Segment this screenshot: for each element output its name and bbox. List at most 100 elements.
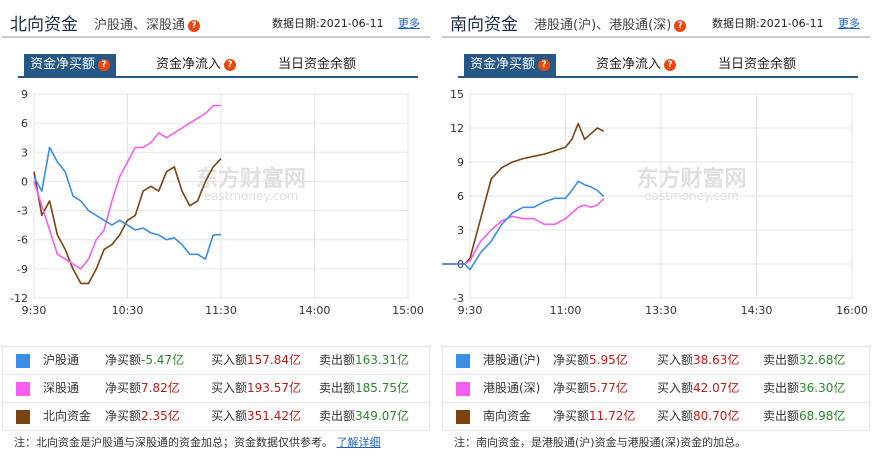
- help-icon[interactable]: ?: [664, 59, 677, 71]
- north-tab-net-buy[interactable]: 资金净买额?: [24, 54, 117, 76]
- north-title: 北向资金: [10, 15, 78, 35]
- legend-net: 净买额-5.47亿: [105, 353, 185, 367]
- legend-net: 净买额5.77亿: [553, 381, 628, 395]
- help-icon[interactable]: ?: [674, 20, 687, 32]
- note-text: 注：南向资金，是港股通(沪)资金与港股通(深)资金的加总。: [454, 436, 747, 449]
- south-tab-balance[interactable]: 当日资金余额: [718, 54, 796, 76]
- legend-row: 南向资金 净买额11.72亿 买入额80.70亿 卖出额68.98亿: [443, 402, 869, 430]
- north-subtitle: 沪股通、深股通: [94, 18, 186, 33]
- watermark-text: eastmoney.com: [644, 189, 739, 203]
- legend-sell: 卖出额185.75亿: [319, 381, 410, 395]
- south-tab-net-buy[interactable]: 资金净买额?: [464, 54, 557, 76]
- legend-row: 沪股通 净买额-5.47亿 买入额157.84亿 卖出额163.31亿: [3, 347, 429, 374]
- legend-net: 净买额2.35亿: [105, 409, 180, 423]
- north-panel: 北向资金 沪股通、深股通? 数据日期:2021-06-11 更多 资金净买额? …: [2, 0, 430, 462]
- south-title: 南向资金: [450, 15, 518, 35]
- legend-buy: 买入额80.70亿: [657, 409, 740, 423]
- legend-buy: 买入额42.07亿: [657, 381, 740, 395]
- x-tick-label: 9:30: [458, 304, 483, 317]
- y-tick-label: 0: [21, 175, 28, 188]
- north-tabs: 资金净买额? 资金净流入? 当日资金余额: [2, 54, 430, 78]
- south-more-link[interactable]: 更多: [838, 17, 860, 30]
- legend-net: 净买额11.72亿: [553, 409, 636, 423]
- tab-label: 资金净买额: [470, 57, 536, 72]
- legend-name: 港股通(沪): [483, 353, 541, 367]
- y-tick-label: -6: [17, 234, 28, 247]
- tab-label: 资金净买额: [30, 57, 96, 72]
- north-header: 北向资金 沪股通、深股通? 数据日期:2021-06-11 更多: [2, 0, 430, 38]
- north-note: 注：北向资金是沪股通与深股通的资金加总；资金数据仅供参考。 了解详细: [14, 434, 381, 450]
- y-tick-label: 3: [21, 146, 28, 159]
- south-date-group: 数据日期:2021-06-11: [712, 15, 824, 31]
- watermark-text: 东方财富网: [196, 166, 306, 192]
- tab-underline: [18, 76, 418, 78]
- legend-swatch: [456, 381, 470, 396]
- legend-sell: 卖出额36.30亿: [763, 381, 846, 395]
- north-chart: 9 6 3 0 -3 -6 -9 -129:30 10:30 11:30 14:00 15:00 东方财…: [10, 88, 424, 317]
- x-tick-label: 10:30: [112, 304, 144, 317]
- legend-name: 港股通(深): [483, 381, 541, 395]
- watermark-text: 东方财富网: [637, 166, 747, 192]
- note-text: 注：北向资金是沪股通与深股通的资金加总；资金数据仅供参考。: [14, 436, 333, 449]
- south-panel: 南向资金 港股通(沪)、港股通(深)? 数据日期:2021-06-11 更多 资…: [442, 0, 870, 462]
- x-tick-label: 11:00: [550, 304, 582, 317]
- x-tick-label: 14:30: [741, 304, 773, 317]
- y-tick-label: 6: [457, 190, 464, 203]
- north-more-link[interactable]: 更多: [398, 17, 420, 30]
- help-icon[interactable]: ?: [188, 20, 201, 32]
- legend-row: 深股通 净买额7.82亿 买入额193.57亿 卖出额185.75亿: [3, 374, 429, 402]
- south-header: 南向资金 港股通(沪)、港股通(深)? 数据日期:2021-06-11 更多: [442, 0, 870, 38]
- north-legend: 沪股通 净买额-5.47亿 买入额157.84亿 卖出额163.31亿 深股通 净买额7…: [2, 346, 430, 431]
- legend-buy: 买入额193.57亿: [211, 381, 302, 395]
- legend-name: 沪股通: [43, 353, 80, 367]
- help-icon[interactable]: ?: [538, 59, 551, 71]
- north-date-group: 数据日期:2021-06-11: [272, 15, 384, 31]
- y-tick-label: 9: [457, 156, 464, 169]
- y-tick-label: 15: [450, 88, 464, 101]
- tab-label: 资金净流入: [596, 57, 662, 72]
- y-tick-label: -9: [17, 263, 28, 276]
- y-tick-label: -3: [453, 292, 464, 305]
- x-tick-label: 13:30: [645, 304, 677, 317]
- y-tick-label: 9: [21, 88, 28, 101]
- south-subtitle-group: 港股通(沪)、港股通(深)?: [534, 14, 687, 33]
- help-icon[interactable]: ?: [224, 59, 237, 71]
- y-tick-label: 12: [450, 122, 464, 135]
- series-line: [442, 122, 605, 265]
- tab-label: 当日资金余额: [718, 57, 797, 72]
- legend-row: 港股通(深) 净买额5.77亿 买入额42.07亿 卖出额36.30亿: [443, 374, 869, 402]
- north-date: 2021-06-11: [319, 17, 384, 30]
- help-icon[interactable]: ?: [98, 59, 111, 71]
- legend-name: 北向资金: [43, 409, 92, 423]
- y-tick-label: -12: [10, 292, 28, 305]
- south-date-label: 数据日期:: [712, 17, 760, 30]
- x-tick-label: 9:30: [22, 304, 47, 317]
- y-tick-label: 3: [457, 224, 464, 237]
- legend-net: 净买额7.82亿: [105, 381, 180, 395]
- north-date-label: 数据日期:: [272, 17, 320, 30]
- legend-buy: 买入额38.63亿: [657, 353, 740, 367]
- north-tab-net-inflow[interactable]: 资金净流入?: [156, 54, 237, 76]
- legend-swatch: [16, 353, 30, 368]
- south-note: 注：南向资金，是港股通(沪)资金与港股通(深)资金的加总。: [454, 434, 746, 450]
- south-tab-net-inflow[interactable]: 资金净流入?: [596, 54, 677, 76]
- x-tick-label: 14:00: [299, 304, 331, 317]
- watermark-text: eastmoney.com: [204, 189, 299, 203]
- north-subtitle-group: 沪股通、深股通?: [94, 14, 201, 33]
- legend-swatch: [456, 409, 470, 424]
- series-line: [33, 104, 222, 270]
- y-tick-label: 6: [21, 117, 28, 130]
- south-date: 2021-06-11: [759, 17, 824, 30]
- series-line: [33, 146, 222, 260]
- tab-label: 当日资金余额: [278, 57, 357, 72]
- learn-more-link[interactable]: 了解详细: [336, 436, 381, 449]
- y-tick-label: -3: [17, 205, 28, 218]
- legend-sell: 卖出额163.31亿: [319, 353, 410, 367]
- north-tab-balance[interactable]: 当日资金余额: [278, 54, 356, 76]
- series-line: [442, 180, 605, 271]
- x-tick-label: 11:30: [205, 304, 237, 317]
- south-subtitle: 港股通(沪)、港股通(深): [534, 18, 672, 33]
- legend-swatch: [456, 353, 470, 368]
- legend-buy: 买入额351.42亿: [211, 409, 302, 423]
- legend-name: 深股通: [43, 381, 80, 395]
